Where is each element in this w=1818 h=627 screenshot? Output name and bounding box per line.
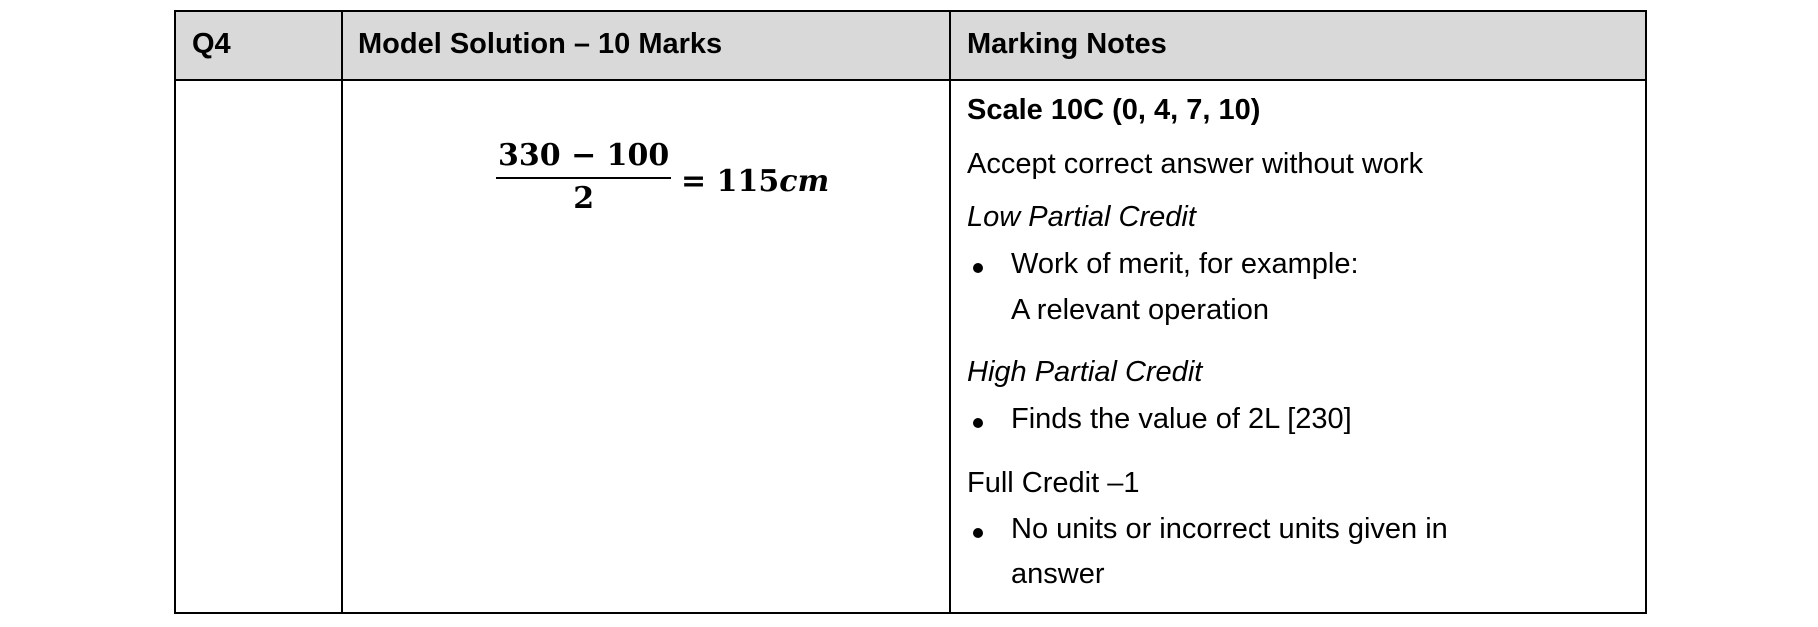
- fraction: 330 − 100 2: [496, 138, 672, 216]
- bullet: [973, 263, 983, 273]
- result: = 115cm: [681, 164, 829, 199]
- high-item: Finds the value of 2L [230]: [1011, 403, 1352, 435]
- bullet: [973, 418, 983, 428]
- column-divider: [949, 12, 951, 612]
- result-value: = 115: [681, 164, 780, 199]
- low-partial-title: Low Partial Credit: [967, 201, 1196, 233]
- denominator: 2: [573, 181, 595, 216]
- header-model-solution: Model Solution – 10 Marks: [358, 28, 723, 60]
- high-partial-title: High Partial Credit: [967, 356, 1203, 388]
- scale-title: Scale 10C (0, 4, 7, 10): [967, 94, 1261, 126]
- result-unit: cm: [779, 164, 830, 199]
- bullet: [973, 528, 983, 538]
- low-item: A relevant operation: [1011, 294, 1269, 326]
- column-divider: [341, 12, 343, 612]
- marking-scheme-table: Q4 Model Solution – 10 Marks Marking Not…: [174, 10, 1647, 614]
- header-question: Q4: [192, 28, 231, 60]
- low-item: Work of merit, for example:: [1011, 248, 1359, 280]
- numerator: 330 − 100: [496, 138, 672, 179]
- table-header-row: Q4 Model Solution – 10 Marks Marking Not…: [176, 12, 1645, 81]
- full-item: answer: [1011, 558, 1105, 590]
- full-credit-title: Full Credit –1: [967, 467, 1140, 499]
- accept-note: Accept correct answer without work: [967, 148, 1424, 180]
- header-marking-notes: Marking Notes: [967, 28, 1167, 60]
- full-item: No units or incorrect units given in: [1011, 513, 1448, 545]
